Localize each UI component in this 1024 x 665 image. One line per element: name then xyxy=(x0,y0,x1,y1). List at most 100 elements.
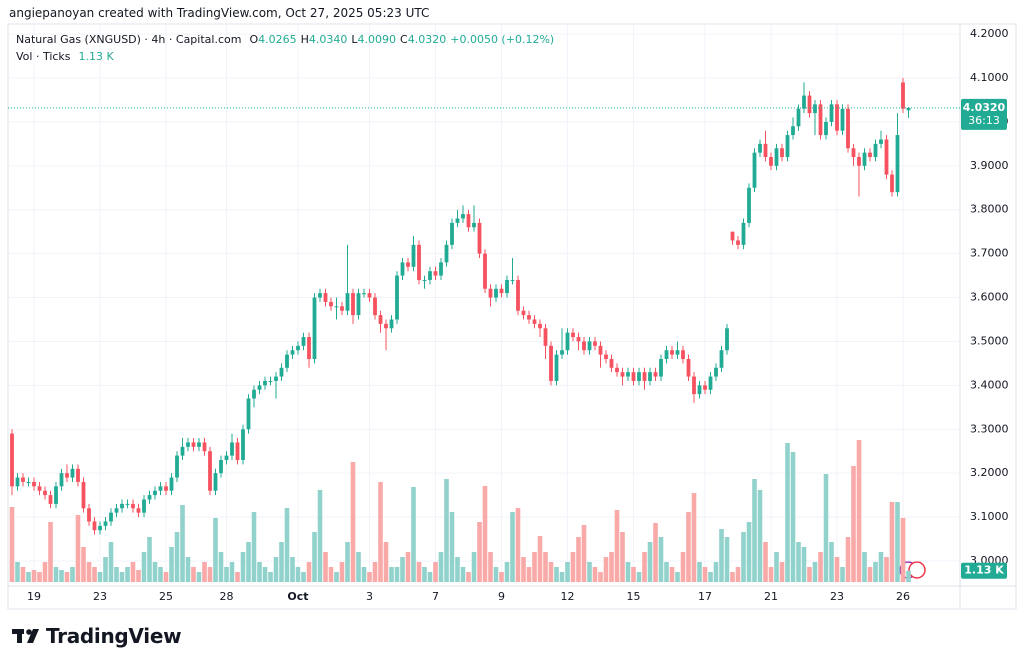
candle-body xyxy=(433,271,438,276)
candle-body xyxy=(10,433,14,487)
candle-body xyxy=(483,253,487,289)
volume-bar xyxy=(31,570,37,582)
candle-body xyxy=(76,468,80,482)
volume-bar xyxy=(812,562,818,582)
volume-bar xyxy=(125,567,130,582)
volume-bar xyxy=(592,567,598,582)
candle-body xyxy=(301,337,306,346)
candle-body xyxy=(290,350,295,355)
y-tick-label: 4.2000 xyxy=(970,27,1009,40)
candle-body xyxy=(26,481,31,483)
volume-bar xyxy=(103,557,108,582)
candle-body xyxy=(631,372,636,381)
candle-body xyxy=(373,297,377,316)
volume-bar xyxy=(218,552,224,582)
volume-bar xyxy=(779,562,785,582)
volume-bar xyxy=(537,536,543,582)
candle-body xyxy=(560,350,564,355)
volume-bar xyxy=(416,562,422,582)
volume-bar xyxy=(169,547,174,582)
candle-body xyxy=(318,293,322,298)
candle-body xyxy=(230,442,234,456)
candle-body xyxy=(719,350,724,368)
candle-body xyxy=(780,148,784,158)
candle-body xyxy=(813,104,817,114)
candle-body xyxy=(219,459,223,474)
volume-bar xyxy=(400,557,405,582)
volume-bar xyxy=(796,542,801,582)
candle-body xyxy=(274,376,278,381)
volume-bar xyxy=(856,440,862,582)
candle-body xyxy=(593,341,597,346)
candle-body xyxy=(142,499,146,513)
volume-bar xyxy=(878,552,884,582)
candle-body xyxy=(686,359,691,377)
candle-body xyxy=(125,503,130,505)
candle-body xyxy=(807,95,812,114)
candle-body xyxy=(565,332,570,351)
volume-bar xyxy=(554,567,559,582)
candle-body xyxy=(554,354,559,381)
volume-bar xyxy=(433,562,438,582)
candle-body xyxy=(895,135,900,193)
volume-bar xyxy=(691,493,697,582)
candle-body xyxy=(186,442,190,447)
volume-bar xyxy=(510,512,515,582)
candle-body xyxy=(422,279,427,281)
volume-bar xyxy=(240,552,246,582)
x-tick-label: 19 xyxy=(27,590,41,603)
candle-body xyxy=(598,345,603,355)
volume-bar xyxy=(339,562,345,582)
candle-body xyxy=(681,350,685,360)
candle-body xyxy=(549,345,553,381)
candle-body xyxy=(37,486,42,491)
volume-bar xyxy=(81,547,86,582)
candle-body xyxy=(846,108,850,149)
candle-body xyxy=(362,293,366,295)
candle-body xyxy=(576,337,581,342)
candle-body xyxy=(692,376,696,395)
logo-mark xyxy=(12,629,39,643)
candle-body xyxy=(516,279,520,311)
volume-bar xyxy=(306,562,312,582)
candle-body xyxy=(851,148,856,158)
volume-bar xyxy=(174,532,180,582)
volume-bar xyxy=(658,537,664,582)
candle-body xyxy=(103,521,108,526)
volume-bar xyxy=(20,567,26,582)
candle-body xyxy=(741,222,746,245)
candle-body xyxy=(356,293,361,316)
logo: TradingView xyxy=(46,624,182,648)
volume-bar xyxy=(895,502,900,582)
logo-shape xyxy=(26,629,32,635)
candle-body xyxy=(653,372,658,377)
chart-frame xyxy=(7,23,1017,610)
volume-bar xyxy=(735,567,741,582)
volume-bar xyxy=(114,567,119,582)
candle-body xyxy=(620,372,625,377)
volume-bar xyxy=(163,572,169,582)
ohlc-label: O xyxy=(249,33,259,46)
volume-bar xyxy=(312,532,317,582)
candle-body xyxy=(378,315,383,324)
candle-body xyxy=(334,306,339,308)
candle-body xyxy=(521,310,526,316)
volume-bar xyxy=(9,507,15,582)
candle-body xyxy=(818,104,823,136)
candle-body xyxy=(213,473,218,491)
symbol-title: Natural Gas (XNGUSD) · 4h · Capital.com xyxy=(16,33,242,46)
volume-bar xyxy=(372,562,378,582)
candle-body xyxy=(263,380,267,386)
candle-body xyxy=(615,367,619,373)
candle-body xyxy=(824,121,828,136)
volume-bar xyxy=(884,557,889,582)
volume-bar xyxy=(119,572,125,582)
icon[interactable] xyxy=(908,561,926,579)
volume-value: 1.13 K xyxy=(78,50,114,63)
candle-body xyxy=(323,293,328,302)
candle-body xyxy=(81,481,86,509)
volume-bar xyxy=(26,572,31,582)
candle-body xyxy=(65,473,69,478)
candle-body xyxy=(510,279,515,281)
candle-body xyxy=(395,275,399,320)
